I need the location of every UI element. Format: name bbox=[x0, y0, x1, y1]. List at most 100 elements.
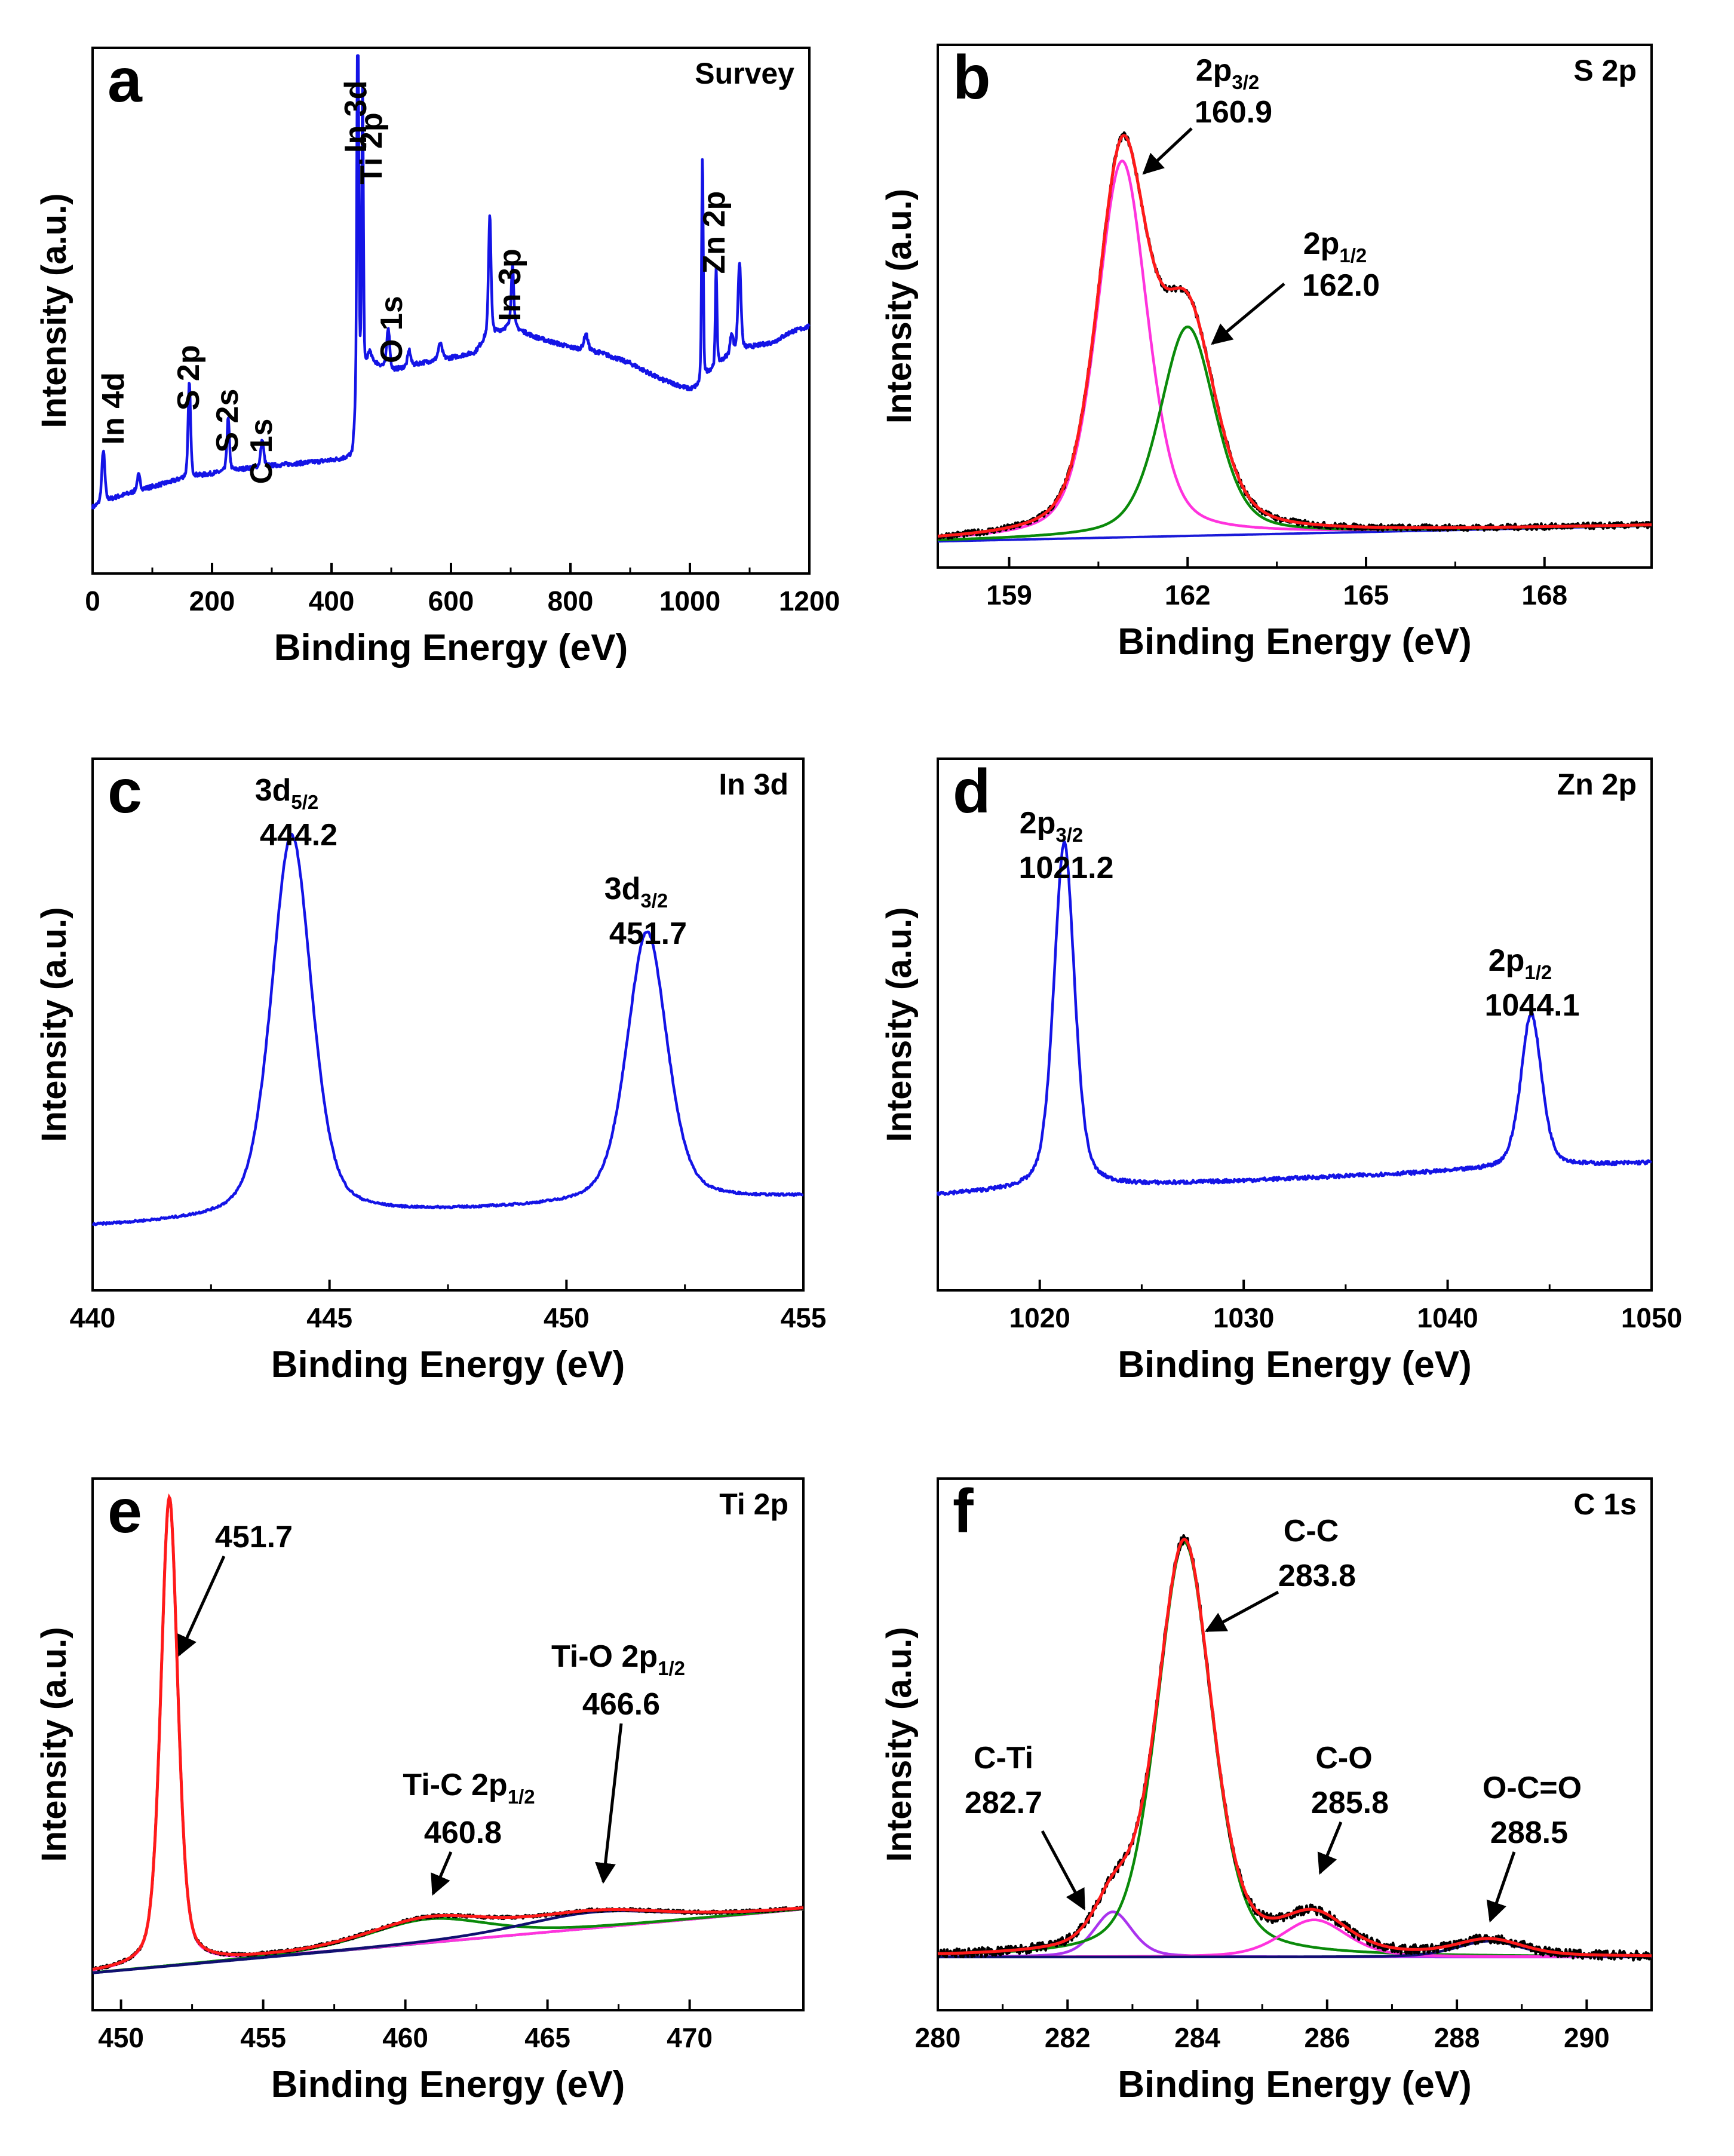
panel-title: In 3d bbox=[719, 768, 788, 801]
annotation-arrow bbox=[1486, 1851, 1516, 1923]
peak-label-co: C-O bbox=[1315, 1741, 1372, 1775]
x-tick-label: 460 bbox=[382, 2022, 428, 2053]
panel-letter: b bbox=[953, 43, 991, 112]
x-tick-label: 288 bbox=[1434, 2022, 1480, 2053]
plot-frame bbox=[91, 1477, 805, 2011]
x-tick-label: 440 bbox=[70, 1302, 116, 1333]
y-axis-label: Intensity (a.u.) bbox=[880, 1627, 919, 1861]
peak-label: In 4d bbox=[96, 372, 131, 444]
panel-f-c1s: 280 282 284 286 288 290 Binding Energy (eV) Int… bbox=[880, 1477, 1653, 2105]
component-curve bbox=[92, 1495, 804, 1971]
peak-label: Zn 2p bbox=[697, 191, 732, 274]
peak-annotation-3d52-sub: 5/2 bbox=[291, 791, 318, 813]
component-curve bbox=[937, 1541, 1652, 1958]
x-tick-label: 165 bbox=[1343, 579, 1389, 611]
peak-annotation-3d32-sub: 3/2 bbox=[640, 890, 668, 912]
panel-title: S 2p bbox=[1573, 54, 1637, 87]
annotation-arrow bbox=[1041, 1830, 1086, 1911]
measured-curve bbox=[937, 131, 1653, 540]
x-axis-label: Binding Energy (eV) bbox=[271, 2064, 625, 2105]
peak-label: C 1s bbox=[244, 419, 279, 484]
panel-b-s2p: 159 162 165 168 Binding Energy (eV) Intensity… bbox=[880, 43, 1653, 663]
x-tick-label: 1000 bbox=[659, 585, 720, 617]
peak-annotation-tio: Ti-O 2p1/2 bbox=[551, 1639, 685, 1679]
peak-annotation-2p32-main: 2p bbox=[1020, 806, 1056, 841]
peak-annotation-3d52: 3d5/2 bbox=[255, 773, 319, 813]
x-tick-label: 1020 bbox=[1009, 1302, 1070, 1333]
x-tick-label: 400 bbox=[309, 585, 355, 617]
annotation-arrow bbox=[1317, 1821, 1343, 1875]
peak-label: O 1s bbox=[375, 296, 409, 363]
x-axis-label: Binding Energy (eV) bbox=[1118, 1344, 1471, 1385]
peak-label-cti: C-Ti bbox=[974, 1741, 1033, 1775]
peak-annotation-tic-sub: 1/2 bbox=[508, 1786, 535, 1808]
peak-annotation-2p12-sub: 1/2 bbox=[1524, 961, 1552, 983]
measured-curve bbox=[91, 1496, 805, 1971]
peak-value-cc: 283.8 bbox=[1278, 1559, 1356, 1593]
panel-title: Zn 2p bbox=[1557, 768, 1637, 801]
series-line-survey bbox=[91, 54, 811, 510]
peak-annotation-2p32: 2p3/2 bbox=[1196, 53, 1260, 93]
peak-label-oco: O-C=O bbox=[1483, 1771, 1582, 1805]
x-tick-label: 1200 bbox=[779, 585, 840, 617]
peak-value-2p32: 1021.2 bbox=[1018, 851, 1113, 885]
y-axis-label: Intensity (a.u.) bbox=[880, 189, 919, 424]
annotation-arrow bbox=[431, 1851, 453, 1896]
peak-annotation-tic-main: Ti-C 2p bbox=[403, 1768, 507, 1802]
panel-e-ti2p: 450 455 460 465 470 Binding Energy (eV) Intens… bbox=[35, 1477, 805, 2105]
peak-value-3d52: 444.2 bbox=[260, 818, 337, 852]
y-axis-label: Intensity (a.u.) bbox=[880, 907, 919, 1142]
peak-label: In 3p bbox=[493, 249, 527, 321]
x-tick-label: 455 bbox=[781, 1302, 827, 1333]
x-tick-label: 1050 bbox=[1621, 1302, 1682, 1333]
x-tick-label: 600 bbox=[428, 585, 474, 617]
x-tick-label: 159 bbox=[986, 579, 1032, 611]
panel-letter: f bbox=[953, 1477, 974, 1546]
panel-title: Survey bbox=[695, 57, 794, 90]
x-tick-label: 1030 bbox=[1213, 1302, 1274, 1333]
panel-letter: c bbox=[108, 757, 142, 826]
x-tick-label: 800 bbox=[548, 585, 594, 617]
x-tick-label: 286 bbox=[1304, 2022, 1350, 2053]
x-tick-label: 465 bbox=[524, 2022, 570, 2053]
x-tick-label: 1040 bbox=[1417, 1302, 1478, 1333]
annotation-arrow bbox=[177, 1555, 226, 1657]
peak-annotation-tio-sub: 1/2 bbox=[658, 1657, 685, 1679]
peak-value-tic: 460.8 bbox=[424, 1815, 502, 1850]
peak-value-2p32: 160.9 bbox=[1195, 95, 1272, 130]
peak-annotation-3d52-main: 3d bbox=[255, 773, 291, 808]
x-axis-label: Binding Energy (eV) bbox=[1118, 2064, 1471, 2105]
peak-label: S 2p bbox=[171, 345, 206, 410]
measured-curve bbox=[936, 841, 1652, 1197]
fit-envelope bbox=[937, 134, 1652, 538]
peak-value-tio: 466.6 bbox=[582, 1687, 660, 1722]
x-tick-label: 450 bbox=[544, 1302, 590, 1333]
peak-annotation-2p12-main: 2p bbox=[1303, 226, 1340, 261]
peak-value-2p12: 162.0 bbox=[1302, 268, 1380, 303]
panel-c-in3d: 440 445 450 455 Binding Energy (eV) Intensity… bbox=[35, 757, 826, 1385]
panel-letter: e bbox=[108, 1477, 142, 1546]
annotation-arrow bbox=[1204, 1590, 1279, 1633]
annotation-arrow bbox=[1142, 127, 1193, 175]
measured-curve bbox=[91, 832, 804, 1226]
peak-annotation-2p32-sub: 3/2 bbox=[1232, 71, 1259, 93]
peak-label: S 2s bbox=[210, 389, 245, 453]
peak-annotation-3d32: 3d3/2 bbox=[604, 872, 668, 912]
peak-value-2p12: 1044.1 bbox=[1484, 988, 1579, 1023]
x-tick-label: 162 bbox=[1165, 579, 1211, 611]
x-tick-label: 200 bbox=[189, 585, 235, 617]
peak-value-3d32: 451.7 bbox=[609, 916, 687, 951]
measured-curve bbox=[936, 1534, 1653, 1962]
x-tick-label: 284 bbox=[1174, 2022, 1220, 2053]
x-tick-label: 280 bbox=[915, 2022, 961, 2053]
peak-label: In 3d bbox=[339, 81, 373, 153]
fit-envelope bbox=[937, 1538, 1652, 1958]
x-tick-label: 0 bbox=[85, 585, 100, 617]
peak-annotation-2p12: 2p1/2 bbox=[1489, 943, 1552, 983]
panel-d-zn2p: 1020 1030 1040 1050 Binding Energy (eV) Inten… bbox=[880, 757, 1682, 1385]
peak-annotation-tio-main: Ti-O 2p bbox=[551, 1639, 658, 1674]
peak-annotation-tic: Ti-C 2p1/2 bbox=[403, 1768, 535, 1808]
x-tick-label: 168 bbox=[1521, 579, 1567, 611]
peak-annotation-2p32: 2p3/2 bbox=[1020, 806, 1084, 846]
